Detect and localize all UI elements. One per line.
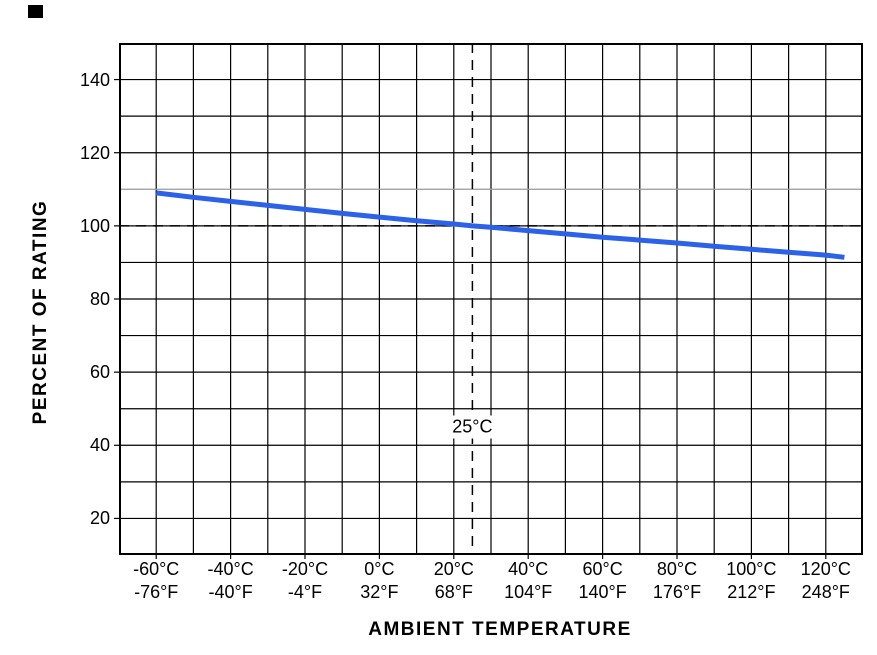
x-tick-fahrenheit: 68°F xyxy=(434,582,473,602)
x-axis-title: AMBIENT TEMPERATURE xyxy=(368,619,632,640)
x-tick-fahrenheit: 140°F xyxy=(578,582,627,602)
x-tick-label: 40°C 104°F xyxy=(480,558,576,604)
x-tick-celsius: 100°C xyxy=(726,559,777,579)
series-derating-curve xyxy=(155,190,845,260)
x-tick-label: 20°C 68°F xyxy=(406,558,502,604)
x-tick-fahrenheit: -76°F xyxy=(134,582,179,602)
y-tick-label: 120 xyxy=(79,142,110,163)
x-tick-fahrenheit: -40°F xyxy=(208,582,253,602)
x-tick-label: 0°C 32°F xyxy=(331,558,427,604)
x-tick-celsius: 120°C xyxy=(800,559,851,579)
plot-area xyxy=(114,43,863,559)
x-tick-fahrenheit: 176°F xyxy=(652,582,702,602)
ink-speck xyxy=(28,5,43,18)
x-tick-label: 120°C 248°F xyxy=(778,558,874,604)
y-tick-label: 140 xyxy=(79,69,110,90)
reference-temperature-annotation: 25°C xyxy=(447,415,498,439)
x-tick-fahrenheit: -4°F xyxy=(287,582,323,602)
reference-lines xyxy=(119,43,863,555)
x-tick-celsius: -40°C xyxy=(207,559,254,579)
x-tick-fahrenheit: 212°F xyxy=(727,582,776,602)
x-tick-celsius: 20°C xyxy=(433,559,474,579)
y-tick-label: 100 xyxy=(79,215,110,236)
x-tick-fahrenheit: 248°F xyxy=(801,582,850,602)
x-tick-label: -20°C -4°F xyxy=(257,558,353,604)
x-tick-celsius: 80°C xyxy=(656,559,698,579)
x-tick-label: 60°C 140°F xyxy=(555,558,651,604)
x-tick-celsius: 60°C xyxy=(582,559,623,579)
chart-canvas xyxy=(114,43,863,559)
x-tick-label: -40°C -40°F xyxy=(183,558,279,604)
x-tick-label: -60°C -76°F xyxy=(108,558,204,604)
x-tick-celsius: 40°C xyxy=(508,559,549,579)
y-tick-label: 80 xyxy=(89,289,110,309)
gridlines xyxy=(119,43,863,555)
x-tick-celsius: 0°C xyxy=(364,559,395,579)
x-tick-label: 100°C 212°F xyxy=(703,558,799,604)
y-tick-label: 40 xyxy=(89,435,110,456)
x-tick-celsius: -60°C xyxy=(133,559,180,579)
x-tick-celsius: -20°C xyxy=(281,559,329,579)
x-tick-fahrenheit: 104°F xyxy=(504,582,553,602)
plot-border xyxy=(119,43,863,555)
x-tick-fahrenheit: 32°F xyxy=(360,582,399,602)
y-tick-label: 20 xyxy=(89,508,110,529)
tick-marks xyxy=(114,78,827,559)
y-tick-label: 60 xyxy=(89,362,110,383)
x-tick-label: 80°C 176°F xyxy=(629,558,725,604)
